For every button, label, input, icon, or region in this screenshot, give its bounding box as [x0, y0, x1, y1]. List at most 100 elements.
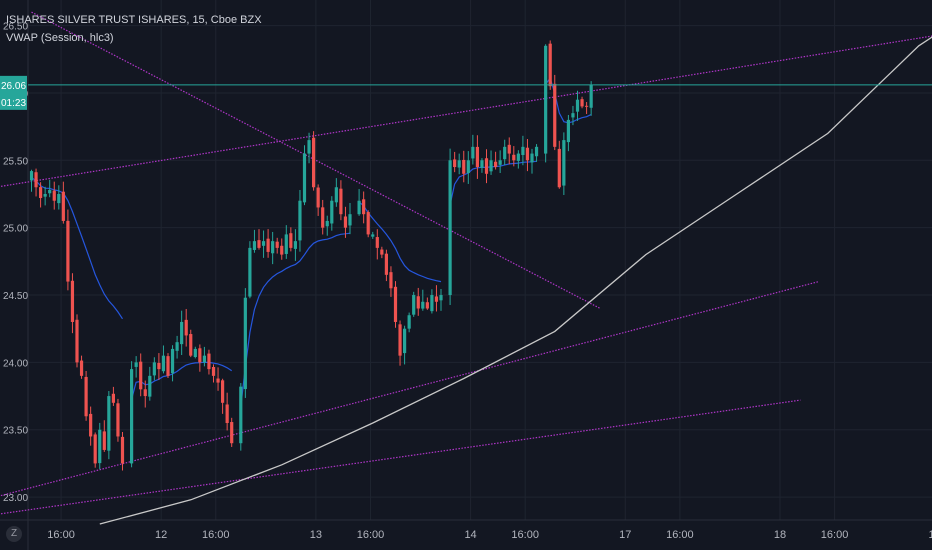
candle-body[interactable] [371, 234, 375, 237]
candle-body[interactable] [503, 146, 507, 160]
candle-body[interactable] [548, 43, 552, 87]
candle-body[interactable] [120, 436, 125, 464]
candle-body[interactable] [216, 378, 220, 383]
candle-body[interactable] [489, 160, 493, 172]
candle-body[interactable] [412, 295, 416, 315]
candle-body[interactable] [257, 240, 261, 248]
candle-body[interactable] [293, 241, 297, 249]
candle-body[interactable] [571, 113, 575, 118]
candle-body[interactable] [362, 199, 366, 215]
candle-body[interactable] [130, 369, 134, 464]
candle-body[interactable] [480, 160, 484, 168]
candle-body[interactable] [61, 191, 65, 221]
candle-body[interactable] [380, 249, 384, 255]
candle-body[interactable] [239, 386, 243, 444]
candle-body[interactable] [430, 295, 434, 312]
candle-body[interactable] [484, 158, 489, 174]
candle-body[interactable] [193, 348, 197, 358]
candle-body[interactable] [89, 413, 93, 437]
candle-body[interactable] [321, 207, 325, 228]
candle-body[interactable] [494, 161, 498, 168]
candle-body[interactable] [462, 159, 466, 174]
candle-body[interactable] [457, 160, 461, 168]
candle-body[interactable] [403, 328, 407, 354]
candle-body[interactable] [398, 324, 402, 356]
candle-body[interactable] [189, 334, 193, 356]
candle-body[interactable] [29, 171, 34, 181]
candle-body[interactable] [198, 348, 202, 363]
candle-body[interactable] [98, 429, 102, 464]
candle-body[interactable] [252, 241, 257, 250]
candle-body[interactable] [475, 146, 479, 168]
candle-body[interactable] [421, 301, 425, 309]
candle-body[interactable] [325, 220, 329, 227]
candle-body[interactable] [357, 200, 361, 215]
candle-body[interactable] [184, 319, 188, 336]
candle-body[interactable] [170, 348, 175, 374]
candle-body[interactable] [471, 146, 475, 159]
candle-body[interactable] [512, 154, 516, 161]
candle-body[interactable] [248, 247, 252, 297]
candle-body[interactable] [107, 396, 111, 451]
candle-body[interactable] [243, 297, 247, 390]
candle-body[interactable] [34, 172, 38, 188]
candle-body[interactable] [448, 160, 452, 296]
candle-body[interactable] [307, 140, 311, 154]
zoom-button[interactable]: Z [6, 526, 22, 542]
candle-body[interactable] [180, 321, 184, 345]
candle-body[interactable] [507, 144, 511, 154]
candle-body[interactable] [111, 393, 115, 403]
candle-body[interactable] [453, 159, 457, 168]
candle-body[interactable] [148, 375, 152, 397]
candle-body[interactable] [557, 148, 561, 188]
candle-body[interactable] [384, 253, 388, 275]
candle-body[interactable] [134, 362, 138, 367]
candle-body[interactable] [575, 99, 580, 112]
vwap-indicator-label[interactable]: VWAP (Session, hlc3) [6, 32, 114, 44]
candle-body[interactable] [221, 380, 225, 403]
candle-body[interactable] [207, 353, 211, 370]
candle-body[interactable] [166, 356, 170, 376]
candle-body[interactable] [553, 83, 557, 147]
candle-body[interactable] [525, 147, 530, 161]
candle-body[interactable] [116, 403, 120, 437]
candle-body[interactable] [93, 434, 97, 464]
candle-body[interactable] [280, 245, 284, 255]
candle-body[interactable] [589, 84, 593, 108]
candle-body[interactable] [139, 361, 143, 390]
candle-body[interactable] [339, 188, 343, 215]
candle-body[interactable] [330, 200, 334, 224]
candle-body[interactable] [439, 295, 443, 301]
candle-body[interactable] [393, 286, 398, 322]
candle-body[interactable] [389, 272, 393, 289]
candle-body[interactable] [43, 193, 47, 197]
candle-body[interactable] [271, 241, 275, 254]
candle-body[interactable] [407, 315, 411, 329]
candle-body[interactable] [580, 99, 584, 107]
candle-body[interactable] [75, 319, 79, 363]
candle-body[interactable] [230, 422, 234, 444]
candle-body[interactable] [175, 342, 179, 351]
candle-body[interactable] [79, 360, 84, 376]
candle-body[interactable] [275, 241, 279, 248]
candle-body[interactable] [225, 404, 229, 424]
candle-body[interactable] [312, 137, 316, 188]
candle-body[interactable] [152, 362, 156, 376]
candle-body[interactable] [425, 302, 429, 309]
candle-body[interactable] [302, 153, 307, 203]
candle-body[interactable] [366, 212, 370, 235]
candle-body[interactable] [434, 296, 439, 302]
candle-body[interactable] [416, 296, 420, 309]
candle-body[interactable] [284, 234, 288, 254]
candle-body[interactable] [334, 187, 338, 203]
trendline-descending[interactable] [31, 11, 601, 310]
candle-body[interactable] [521, 146, 525, 156]
candle-body[interactable] [498, 160, 502, 165]
candle-body[interactable] [211, 366, 216, 376]
candle-body[interactable] [289, 233, 293, 248]
candle-body[interactable] [143, 389, 147, 397]
candle-body[interactable] [348, 214, 352, 226]
candle-body[interactable] [530, 153, 534, 163]
candle-body[interactable] [298, 200, 302, 241]
